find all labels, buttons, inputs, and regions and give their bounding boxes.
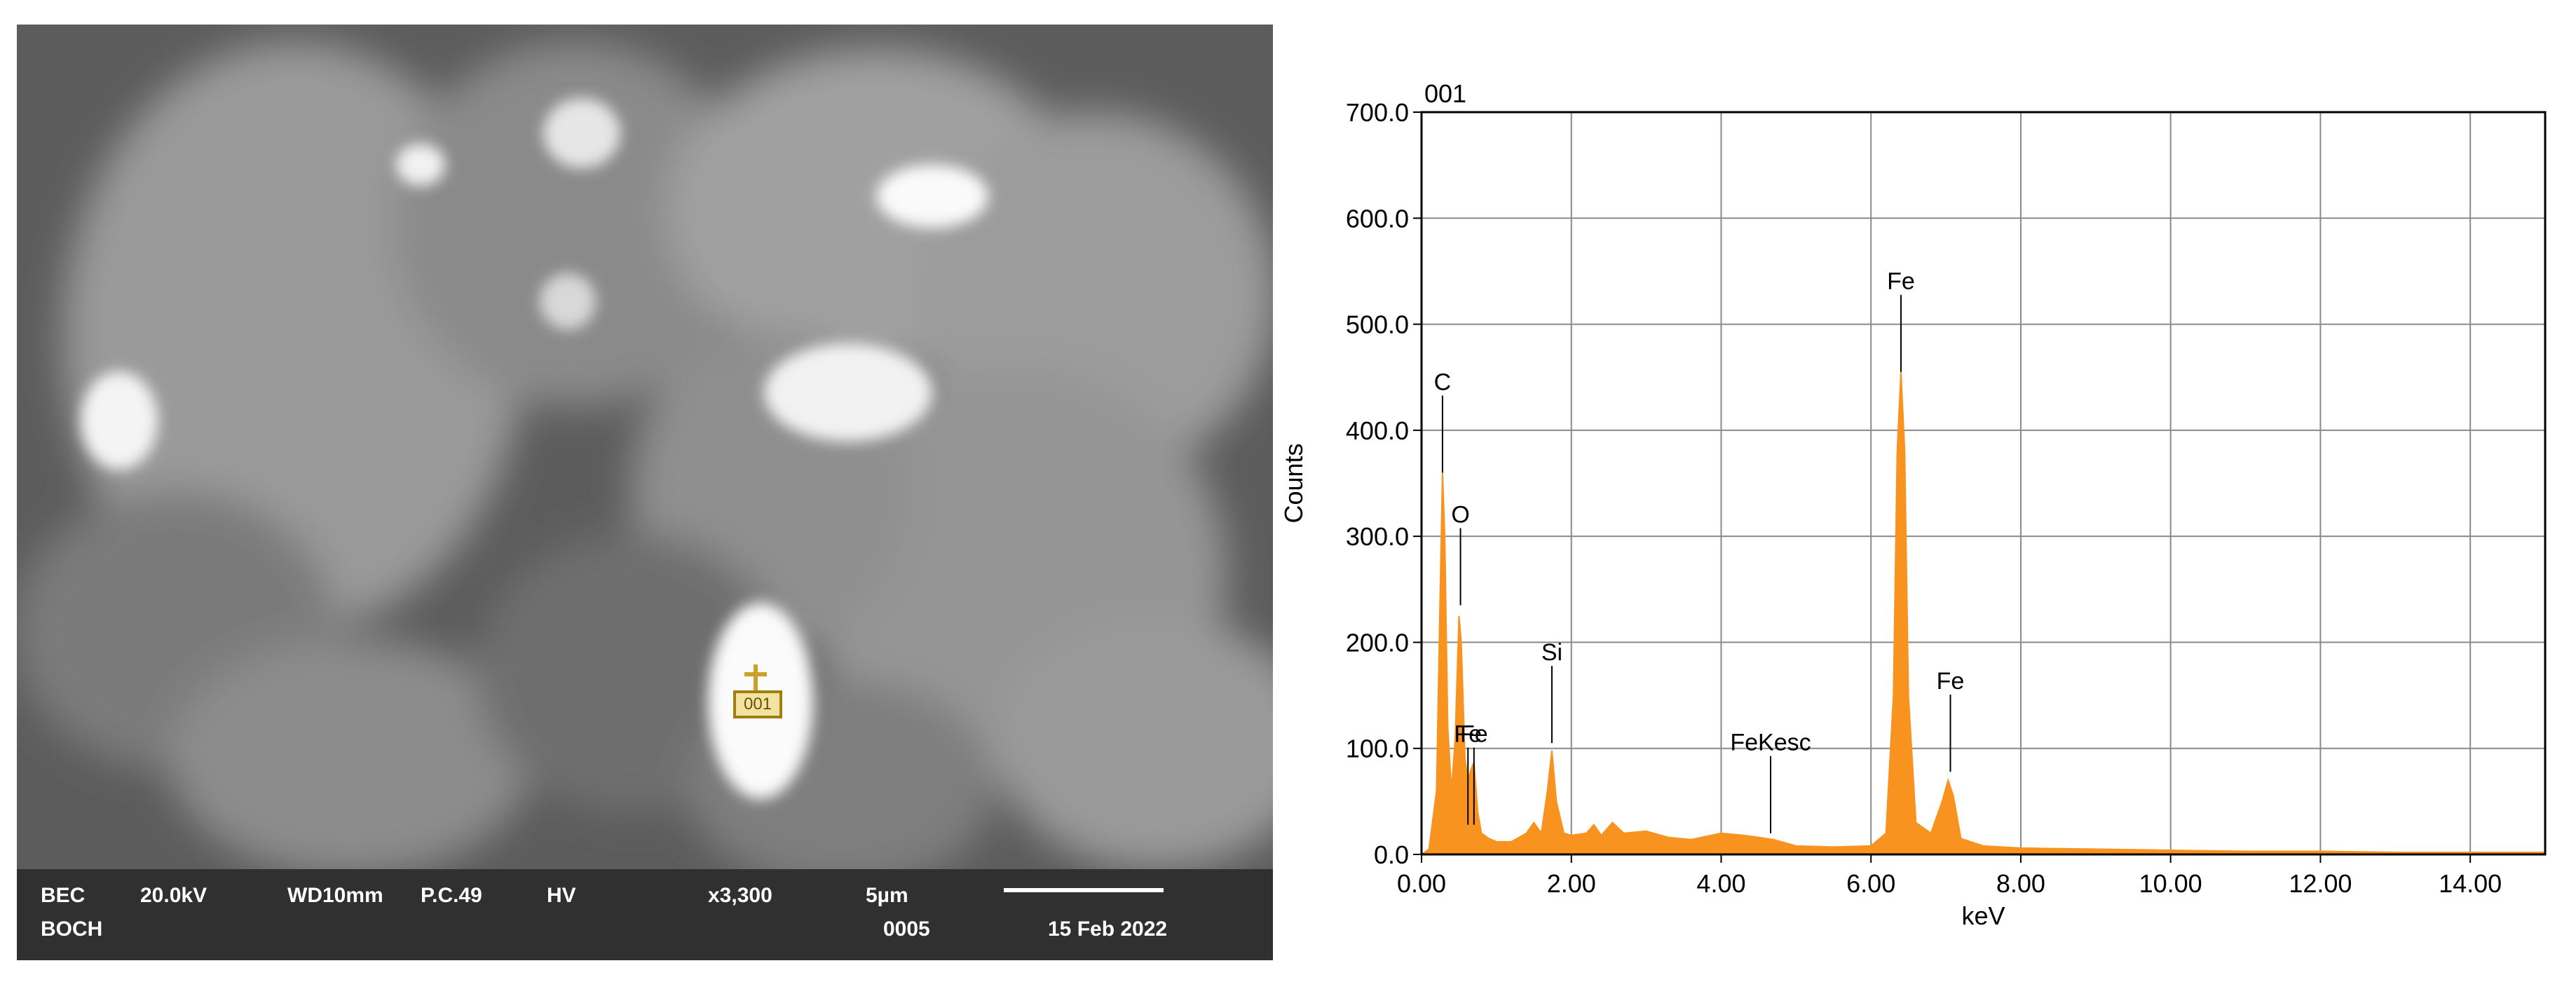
sem-info-bar xyxy=(17,869,1273,960)
y-tick-label: 500.0 xyxy=(1346,311,1409,339)
y-tick-label: 0.0 xyxy=(1374,840,1409,869)
plot-frame xyxy=(1420,111,2547,856)
annotation-label: Si xyxy=(1541,639,1562,666)
y-tick-label: 300.0 xyxy=(1346,522,1409,551)
info-text: BOCH xyxy=(41,918,102,941)
annotation-label: Fe xyxy=(1460,721,1488,748)
x-tick-label: 0.00 xyxy=(1397,869,1446,898)
annotation-label: C xyxy=(1434,369,1452,395)
chart-title: 001 xyxy=(1424,79,1466,108)
x-tick-label: 4.00 xyxy=(1696,869,1745,898)
x-tick-label: 14.00 xyxy=(2439,869,2502,898)
info-text: WD10mm xyxy=(287,884,383,907)
plot-area xyxy=(1422,112,2545,854)
info-text: P.C.49 xyxy=(421,884,482,907)
sem-image: 001 xyxy=(17,25,1273,869)
x-tick-label: 12.00 xyxy=(2289,869,2352,898)
info-text: 20.0kV xyxy=(140,884,207,907)
annotation-label: Fe xyxy=(1454,721,1482,748)
annotation-label: FeKesc xyxy=(1730,730,1811,756)
y-tick-label: 200.0 xyxy=(1346,628,1409,657)
info-text: x3,300 xyxy=(708,884,772,907)
info-text: 5µm xyxy=(866,884,908,907)
x-tick-label: 6.00 xyxy=(1846,869,1895,898)
spectrum xyxy=(1419,371,2546,855)
info-text: 15 Feb 2022 xyxy=(1048,918,1167,941)
y-tick-label: 700.0 xyxy=(1346,98,1409,127)
annotation-label: Fe xyxy=(1887,268,1915,295)
y-tick-label: 400.0 xyxy=(1346,416,1409,445)
x-tick-label: 8.00 xyxy=(1996,869,2045,898)
x-axis-label: keV xyxy=(1961,901,2005,930)
annotation-label: Fe xyxy=(1937,668,1965,695)
info-text: 0005 xyxy=(883,918,930,941)
annotation-label: O xyxy=(1451,501,1469,528)
marker-label: 001 xyxy=(744,695,772,714)
info-text: HV xyxy=(547,884,576,907)
y-tick-label: 600.0 xyxy=(1346,204,1409,233)
y-axis-label: Counts xyxy=(1279,443,1308,523)
y-tick-label: 100.0 xyxy=(1346,735,1409,763)
x-tick-label: 2.00 xyxy=(1547,869,1596,898)
x-tick-label: 10.00 xyxy=(2139,869,2202,898)
info-text: BEC xyxy=(41,884,85,907)
marker: 001 xyxy=(733,664,782,718)
